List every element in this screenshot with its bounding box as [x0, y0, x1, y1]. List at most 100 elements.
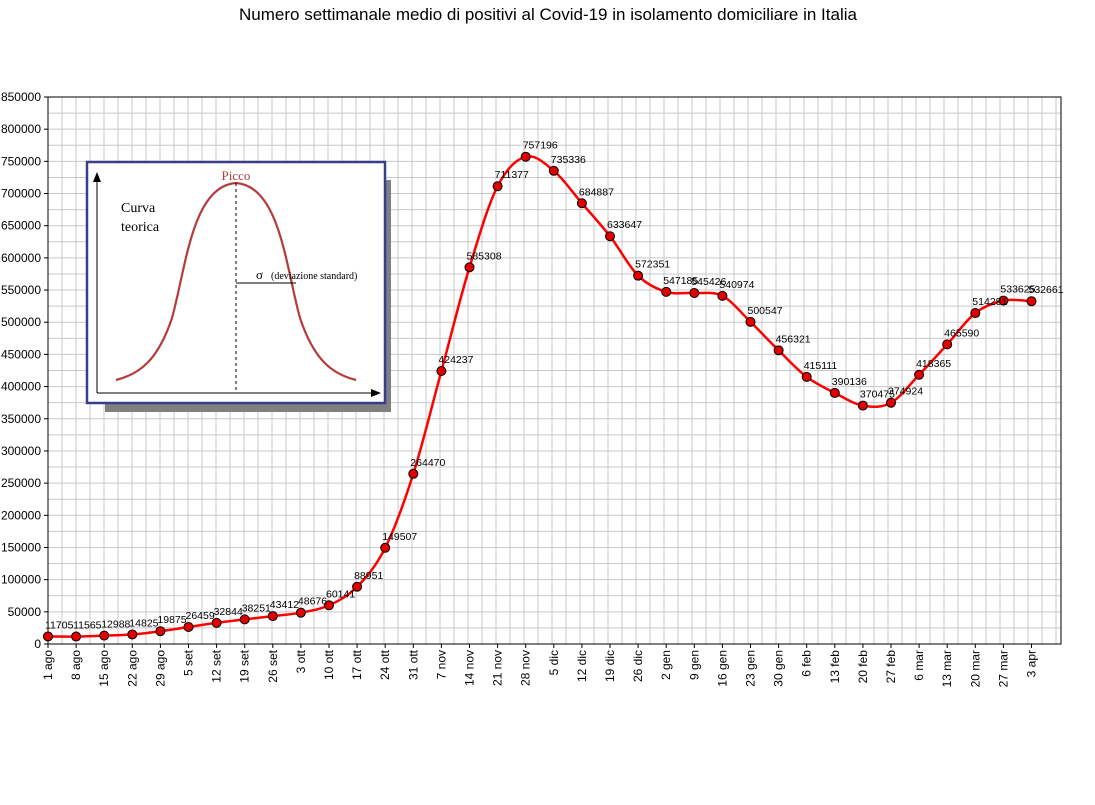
x-tick-label: 9 gen — [687, 650, 701, 680]
x-tick-label: 22 ago — [125, 650, 139, 687]
y-tick-label: 500000 — [1, 315, 41, 329]
y-tick-label: 600000 — [1, 251, 41, 265]
x-tick-label: 29 ago — [153, 650, 167, 687]
data-point — [267, 611, 278, 622]
data-point — [970, 308, 981, 319]
x-tick-label: 5 set — [182, 649, 196, 676]
data-point — [520, 151, 531, 162]
data-label: 14825 — [129, 617, 158, 629]
y-tick-label: 300000 — [1, 444, 41, 458]
data-point — [324, 600, 334, 611]
x-tick-label: 20 mar — [968, 650, 982, 687]
inset-theoretical-curve: Picco Curva teorica σ (deviazione standa… — [85, 160, 391, 412]
x-tick-label: 5 dic — [547, 650, 561, 675]
x-tick-label: 30 gen — [772, 650, 786, 687]
data-label: 540974 — [719, 279, 754, 291]
data-point — [689, 288, 700, 299]
data-labels: 11705 11565 129881482519875264593284438251… — [45, 140, 1064, 632]
x-tick-label: 19 set — [238, 649, 252, 682]
data-label: 26459 — [186, 610, 215, 622]
x-tick-label: 8 ago — [69, 650, 83, 680]
data-label: 88951 — [354, 570, 383, 582]
y-tick-label: 700000 — [1, 187, 41, 201]
data-label: 12988 — [101, 619, 130, 631]
series-markers — [43, 151, 1037, 642]
data-label: 60141 — [326, 588, 355, 600]
data-point — [71, 631, 82, 642]
y-tick-label: 100000 — [1, 573, 41, 587]
y-tick-label: 800000 — [1, 122, 41, 136]
data-label: 415111 — [804, 360, 838, 372]
data-point — [211, 617, 222, 628]
data-label: 585308 — [467, 250, 502, 262]
data-label: 418365 — [916, 358, 951, 370]
data-label: 456321 — [776, 333, 811, 345]
data-point — [43, 631, 53, 642]
data-point — [408, 468, 419, 479]
y-tick-label: 250000 — [1, 476, 41, 490]
data-label: 533625 — [1000, 284, 1035, 296]
x-tick-label: 20 feb — [856, 650, 870, 684]
data-label: 500547 — [748, 305, 783, 317]
x-tick-label: 27 mar — [996, 650, 1010, 687]
x-tick-label: 12 dic — [575, 650, 589, 682]
x-tick-label: 27 feb — [884, 650, 898, 684]
y-axis: 0 50000 100000 150000 200000 250000 300000 3500… — [1, 90, 48, 651]
x-tick-label: 2 gen — [659, 650, 673, 680]
data-point — [492, 181, 503, 192]
data-label: 19875 — [157, 614, 186, 626]
x-tick-label: 10 ott — [322, 649, 336, 680]
data-point — [942, 339, 953, 350]
x-tick-label: 16 gen — [715, 650, 729, 687]
inset-sigma-symbol: σ — [256, 267, 263, 282]
data-label: 11565 — [73, 620, 102, 632]
data-point — [801, 371, 812, 382]
x-tick-label: 26 set — [266, 649, 280, 682]
data-point — [239, 614, 250, 625]
data-label: 547185 — [663, 275, 698, 287]
x-tick-label: 21 nov — [491, 650, 505, 686]
data-point — [1026, 296, 1037, 307]
inset-curve-label-1: Curva — [121, 201, 156, 216]
x-tick-label: 7 nov — [434, 650, 448, 679]
data-point — [380, 542, 391, 553]
x-tick-label: 28 nov — [519, 650, 533, 686]
data-label: 545426 — [691, 276, 726, 288]
inset-curve-label-2: teorica — [121, 220, 160, 235]
data-point — [605, 231, 615, 242]
data-point — [99, 630, 110, 641]
data-point — [773, 345, 784, 356]
x-tick-label: 13 feb — [828, 650, 842, 684]
y-tick-label: 0 — [34, 637, 41, 651]
data-label: 11705 — [45, 619, 74, 631]
data-point — [857, 400, 868, 411]
data-point — [576, 198, 587, 209]
data-label: 572351 — [635, 259, 670, 271]
data-point — [295, 607, 306, 618]
data-point — [914, 369, 925, 380]
data-label: 48676 — [298, 596, 327, 608]
data-point — [717, 290, 728, 301]
y-tick-label: 850000 — [1, 90, 41, 104]
data-label: 43412 — [270, 599, 299, 611]
x-tick-label: 3 apr — [1025, 650, 1039, 677]
y-tick-label: 200000 — [1, 508, 41, 522]
data-point — [183, 621, 194, 632]
inset-x-arrow-head — [371, 389, 381, 397]
x-tick-label: 6 mar — [912, 650, 926, 681]
data-label: 424237 — [438, 354, 473, 366]
data-label: 149507 — [382, 531, 417, 543]
x-tick-label: 26 dic — [631, 650, 645, 682]
y-tick-label: 750000 — [1, 154, 41, 168]
x-tick-label: 23 gen — [744, 650, 758, 687]
data-point — [745, 316, 756, 327]
data-label: 514281 — [972, 296, 1007, 308]
data-point — [661, 286, 672, 297]
data-point — [127, 629, 138, 640]
plot-frame — [47, 96, 1062, 645]
y-tick-label: 150000 — [1, 540, 41, 554]
inset-y-arrow-head — [93, 172, 101, 182]
data-point — [829, 387, 840, 398]
data-label: 32844 — [214, 606, 243, 618]
